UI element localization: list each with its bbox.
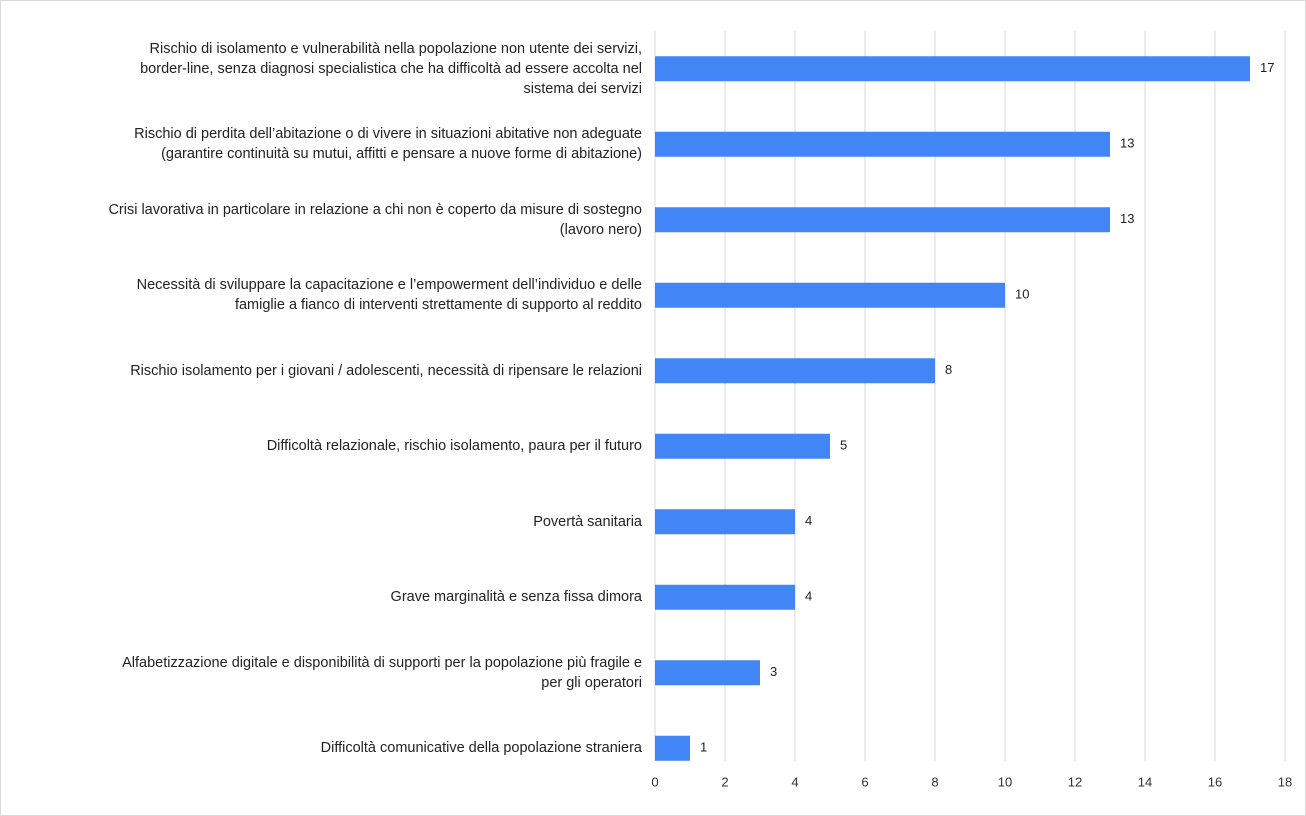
bar	[655, 131, 1110, 157]
x-tick-label: 12	[1068, 775, 1082, 790]
bar-value-label: 13	[1120, 136, 1134, 151]
bar-value-label: 10	[1015, 287, 1029, 302]
bar	[655, 584, 795, 610]
category-label-line: Grave marginalità e senza fissa dimora	[390, 589, 642, 606]
category-label-line: Difficoltà comunicative della popolazion…	[320, 740, 642, 757]
bars	[655, 56, 1250, 761]
category-label: Rischio di perdita dell’abitazione o di …	[0, 124, 642, 164]
category-label: Rischio di isolamento e vulnerabilità ne…	[0, 39, 642, 99]
category-label: Necessità di sviluppare la capacitazione…	[0, 275, 642, 315]
category-label-line: Crisi lavorativa in particolare in relaz…	[108, 201, 642, 218]
category-label: Alfabetizzazione digitale e disponibilit…	[0, 653, 642, 693]
bar	[655, 509, 795, 535]
x-tick-label: 14	[1138, 775, 1152, 790]
bar	[655, 660, 760, 686]
bar-value-label: 5	[840, 438, 847, 453]
category-label-line: famiglie a fianco di interventi strettam…	[234, 297, 642, 314]
category-label-line: Difficoltà relazionale, rischio isolamen…	[266, 438, 642, 455]
x-tick-label: 16	[1208, 775, 1222, 790]
bar	[655, 207, 1110, 233]
bar	[655, 358, 935, 384]
bar	[655, 282, 1005, 308]
x-tick-label: 2	[721, 775, 728, 790]
category-label-line: Rischio di perdita dell’abitazione o di …	[134, 126, 642, 143]
category-label-line: (garantire continuità su mutui, affitti …	[161, 146, 642, 163]
x-tick-label: 18	[1278, 775, 1292, 790]
bar-value-label: 17	[1260, 60, 1274, 75]
x-axis-ticks: 0 2 4 6 8 10 12 14 16 18	[651, 775, 1292, 790]
bar-value-label: 3	[770, 664, 777, 679]
bar-value-label: 13	[1120, 211, 1134, 226]
x-tick-label: 4	[791, 775, 798, 790]
category-label: Difficoltà relazionale, rischio isolamen…	[0, 436, 642, 456]
category-label-line: Povertà sanitaria	[533, 513, 642, 530]
category-label-line: Rischio di isolamento e vulnerabilità ne…	[149, 40, 643, 57]
x-tick-label: 6	[861, 775, 868, 790]
category-label: Rischio isolamento per i giovani / adole…	[0, 361, 642, 381]
category-label-line: Necessità di sviluppare la capacitazione…	[136, 277, 642, 294]
data-labels: 17 13 13 10 8 5 4 4 3 1	[700, 60, 1274, 755]
category-label-line: sistema dei servizi	[523, 80, 642, 97]
category-label: Povertà sanitaria	[0, 512, 642, 532]
category-label-line: (lavoro nero)	[559, 221, 642, 238]
bar-value-label: 4	[805, 589, 812, 604]
category-label-line: border-line, senza diagnosi specialistic…	[140, 60, 642, 77]
category-label-line: per gli operatori	[541, 674, 642, 691]
x-tick-label: 8	[931, 775, 938, 790]
bar	[655, 433, 830, 459]
bar-value-label: 4	[805, 513, 812, 528]
bar	[655, 735, 690, 761]
bar-value-label: 8	[945, 362, 952, 377]
x-tick-label: 10	[998, 775, 1012, 790]
category-label: Crisi lavorativa in particolare in relaz…	[0, 200, 642, 240]
category-label-line: Alfabetizzazione digitale e disponibilit…	[122, 654, 642, 671]
category-label: Grave marginalità e senza fissa dimora	[0, 587, 642, 607]
x-tick-label: 0	[651, 775, 658, 790]
bar	[655, 56, 1250, 82]
category-label: Difficoltà comunicative della popolazion…	[0, 738, 642, 758]
category-label-line: Rischio isolamento per i giovani / adole…	[130, 362, 642, 379]
bar-value-label: 1	[700, 740, 707, 755]
